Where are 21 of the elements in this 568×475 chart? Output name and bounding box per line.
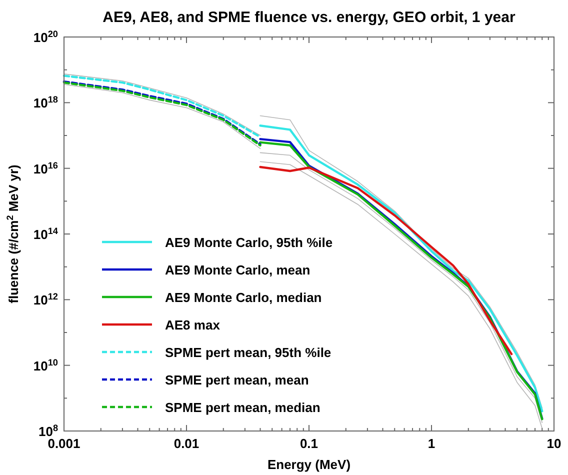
y-tick-label: 10$^{16}$ [33, 160, 58, 176]
y-tick-label: 10$^{10}$ [33, 357, 58, 374]
y-tick-label: 10$^{20}$ [33, 29, 58, 45]
x-tick-label: 1 [428, 436, 436, 451]
x-tick-label: 0.1 [300, 436, 318, 451]
legend-label: AE9 Monte Carlo, 95th %ile [165, 235, 333, 250]
x-tick-label: 0.001 [48, 436, 80, 451]
y-tick-label: 10$^{8}$ [38, 423, 58, 439]
y-tick-label: 10$^{12}$ [33, 292, 58, 308]
y-tick-label: 10$^{14}$ [33, 226, 59, 242]
x-tick-label: 10 [546, 436, 562, 451]
legend-label: SPME pert mean, median [165, 400, 320, 415]
legend-label: SPME pert mean, mean [165, 372, 309, 388]
x-tick-label: 0.01 [174, 436, 200, 451]
legend-label: AE9 Monte Carlo, median [165, 290, 322, 305]
legend-label: AE8 max [165, 318, 221, 332]
y-tick-label: 10$^{18}$ [33, 94, 58, 111]
legend-label: AE9 Monte Carlo, mean [165, 262, 310, 278]
x-axis-title: Energy (MeV) [267, 457, 351, 472]
chart-title: AE9, AE8, and SPME fluence vs. energy, GEO orbit, 1 year [102, 9, 516, 26]
legend-label: SPME pert mean, 95th %ile [165, 345, 332, 360]
